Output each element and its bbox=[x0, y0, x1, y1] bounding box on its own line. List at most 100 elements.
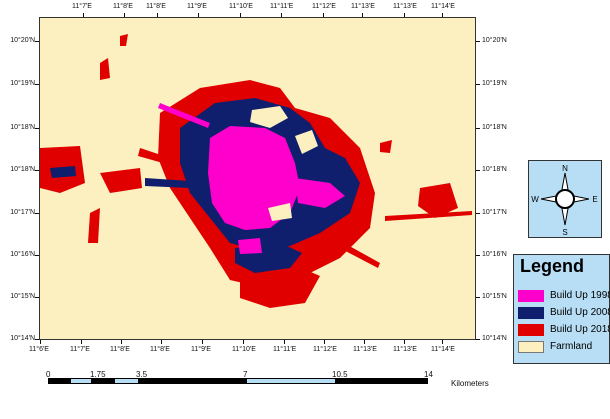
graticule-tick bbox=[198, 13, 199, 17]
right-latitude-label: 10°14'N bbox=[482, 335, 507, 342]
north-arrow: N S E W bbox=[528, 160, 602, 238]
legend-swatch bbox=[518, 290, 544, 302]
map-frame[interactable] bbox=[39, 17, 476, 340]
right-latitude-label: 10°20'N bbox=[482, 37, 507, 44]
land-use-map bbox=[40, 18, 477, 341]
scale-segment bbox=[92, 378, 114, 384]
graticule-tick bbox=[40, 340, 41, 344]
scale-segment bbox=[246, 378, 336, 384]
right-latitude-label: 10°18'N bbox=[482, 124, 507, 131]
top-longitude-label: 11°12'E bbox=[312, 3, 336, 10]
top-longitude-label: 11°10'E bbox=[229, 3, 253, 10]
graticule-tick bbox=[240, 13, 241, 17]
right-latitude-label: 10°19'N bbox=[482, 80, 507, 87]
scale-segment bbox=[336, 378, 428, 384]
graticule-tick bbox=[324, 340, 325, 344]
graticule-tick bbox=[157, 13, 158, 17]
graticule-tick bbox=[476, 170, 480, 171]
top-longitude-label: 11°11'E bbox=[270, 3, 293, 10]
graticule-tick bbox=[35, 170, 39, 171]
right-latitude-label: 10°17'N bbox=[482, 209, 507, 216]
graticule-tick bbox=[243, 340, 244, 344]
legend-label: Build Up 2008 bbox=[550, 307, 610, 318]
scale-segment bbox=[48, 378, 70, 384]
top-longitude-label: 11°13'E bbox=[351, 3, 375, 10]
graticule-tick bbox=[362, 13, 363, 17]
legend: Legend Build Up 1998 Build Up 2008 Build… bbox=[513, 254, 610, 364]
scale-unit: Kilometers bbox=[451, 379, 489, 388]
compass-south: S bbox=[562, 228, 567, 237]
graticule-tick bbox=[35, 297, 39, 298]
graticule-tick bbox=[476, 255, 480, 256]
top-longitude-label: 11°8'E bbox=[146, 3, 166, 10]
graticule-tick bbox=[35, 84, 39, 85]
scale-segment bbox=[139, 378, 246, 384]
compass-rose-icon: N S E W bbox=[529, 161, 601, 237]
bottom-longitude-label: 11°13'E bbox=[393, 346, 417, 353]
graticule-tick bbox=[476, 128, 480, 129]
scale-bar: 0 1.75 3.5 7 10.5 14 Kilometers bbox=[38, 370, 498, 410]
graticule-tick bbox=[121, 340, 122, 344]
left-latitude-label: 10°17'N bbox=[10, 209, 35, 216]
bottom-longitude-label: 11°12'E bbox=[313, 346, 337, 353]
left-latitude-label: 10°14'N bbox=[10, 335, 35, 342]
graticule-tick bbox=[281, 13, 282, 17]
legend-label: Build Up 2018 bbox=[550, 324, 610, 335]
bottom-longitude-label: 11°7'E bbox=[70, 346, 90, 353]
graticule-tick bbox=[81, 340, 82, 344]
graticule-tick bbox=[35, 213, 39, 214]
graticule-tick bbox=[124, 13, 125, 17]
graticule-tick bbox=[83, 13, 84, 17]
legend-swatch bbox=[518, 341, 544, 353]
graticule-tick bbox=[404, 13, 405, 17]
graticule-tick bbox=[364, 340, 365, 344]
graticule-tick bbox=[161, 340, 162, 344]
graticule-tick bbox=[35, 41, 39, 42]
graticule-tick bbox=[476, 297, 480, 298]
graticule-tick bbox=[476, 41, 480, 42]
top-longitude-label: 11°9'E bbox=[187, 3, 207, 10]
scale-segment bbox=[70, 378, 92, 384]
graticule-tick bbox=[284, 340, 285, 344]
bottom-longitude-label: 11°10'E bbox=[232, 346, 256, 353]
bottom-longitude-label: 11°13'E bbox=[353, 346, 377, 353]
graticule-tick bbox=[476, 339, 480, 340]
left-latitude-label: 10°15'N bbox=[10, 293, 35, 300]
graticule-tick bbox=[35, 255, 39, 256]
graticule-tick bbox=[404, 340, 405, 344]
left-latitude-label: 10°16'N bbox=[10, 251, 35, 258]
legend-title: Legend bbox=[520, 256, 584, 277]
compass-north: N bbox=[562, 164, 568, 173]
bottom-longitude-label: 11°6'E bbox=[29, 346, 49, 353]
legend-label: Build Up 1998 bbox=[550, 290, 610, 301]
bottom-longitude-label: 11°8'E bbox=[110, 346, 130, 353]
left-latitude-label: 10°19'N bbox=[10, 80, 35, 87]
graticule-tick bbox=[35, 128, 39, 129]
top-longitude-label: 11°14'E bbox=[431, 3, 455, 10]
compass-west: W bbox=[531, 195, 539, 204]
bottom-longitude-label: 11°14'E bbox=[431, 346, 455, 353]
left-latitude-label: 10°18'N bbox=[10, 124, 35, 131]
compass-east: E bbox=[592, 195, 597, 204]
graticule-tick bbox=[323, 13, 324, 17]
bottom-longitude-label: 11°9'E bbox=[191, 346, 211, 353]
legend-label: Farmland bbox=[550, 341, 592, 352]
left-latitude-label: 10°18'N bbox=[10, 166, 35, 173]
right-latitude-label: 10°18'N bbox=[482, 166, 507, 173]
top-longitude-label: 11°8'E bbox=[113, 3, 133, 10]
graticule-tick bbox=[442, 340, 443, 344]
scale-segment bbox=[114, 378, 139, 384]
top-longitude-label: 11°13'E bbox=[393, 3, 417, 10]
graticule-tick bbox=[476, 84, 480, 85]
right-latitude-label: 10°16'N bbox=[482, 251, 507, 258]
graticule-tick bbox=[35, 339, 39, 340]
left-latitude-label: 10°20'N bbox=[10, 37, 35, 44]
top-longitude-label: 11°7'E bbox=[72, 3, 92, 10]
graticule-tick bbox=[202, 340, 203, 344]
graticule-tick bbox=[442, 13, 443, 17]
graticule-tick bbox=[476, 213, 480, 214]
bottom-longitude-label: 11°8'E bbox=[150, 346, 170, 353]
legend-swatch bbox=[518, 324, 544, 336]
bottom-longitude-label: 11°11'E bbox=[273, 346, 296, 353]
legend-swatch bbox=[518, 307, 544, 319]
